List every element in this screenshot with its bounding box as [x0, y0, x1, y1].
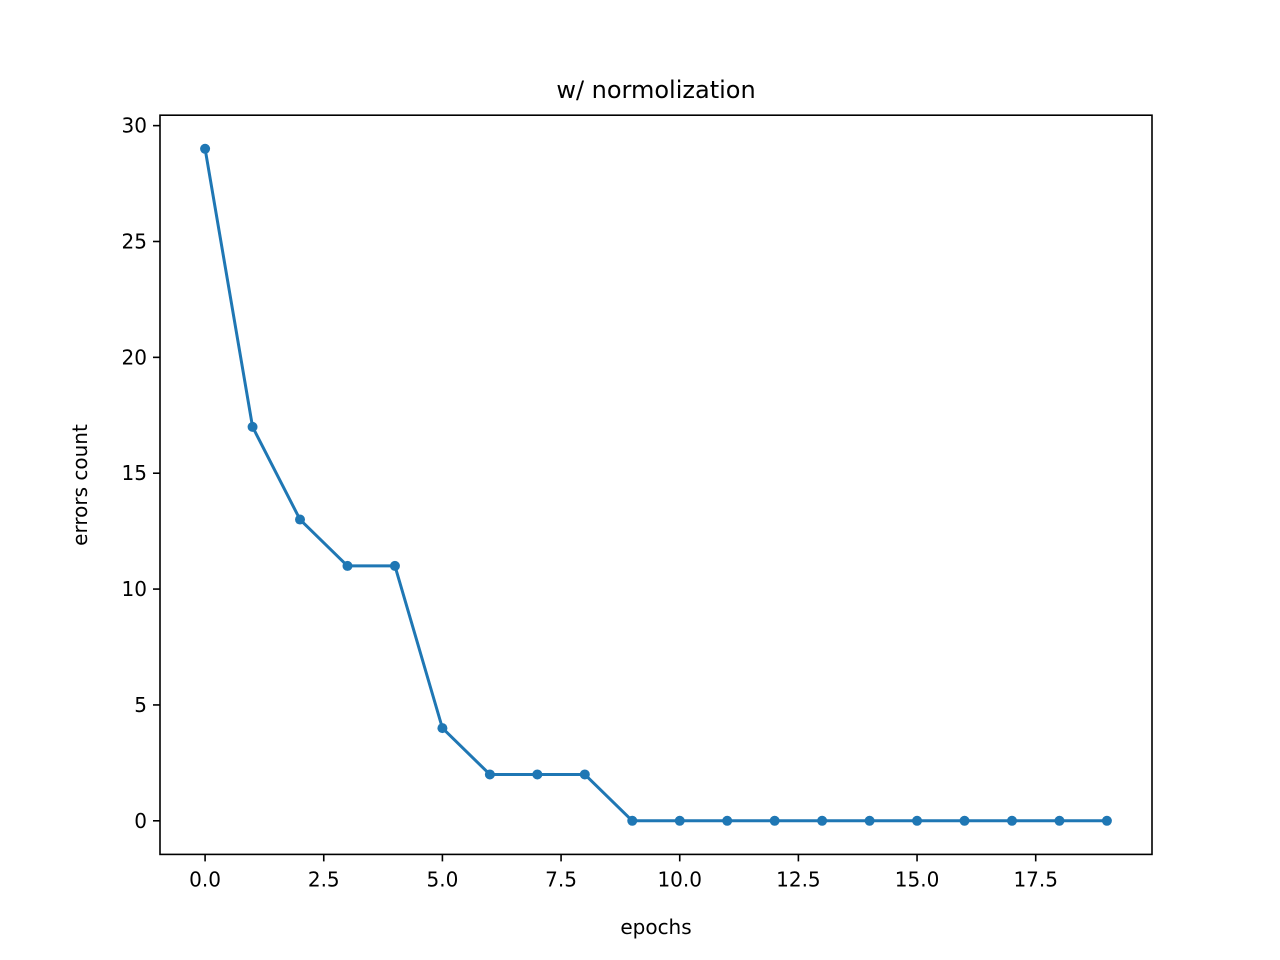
- x-tick-label: 7.5: [545, 867, 577, 891]
- data-point: [579, 769, 590, 780]
- data-point: [342, 560, 353, 571]
- data-point: [769, 815, 780, 826]
- x-tick-label: 2.5: [308, 867, 340, 891]
- x-axis-label: epochs: [620, 915, 691, 939]
- x-tick-label: 15.0: [895, 867, 940, 891]
- chart-title: w/ normolization: [556, 76, 755, 104]
- data-point: [200, 143, 211, 154]
- x-tick-label: 0.0: [189, 867, 221, 891]
- series-layer: [200, 143, 1112, 826]
- y-tick-label: 25: [122, 229, 147, 253]
- data-point: [817, 815, 828, 826]
- data-point: [532, 769, 543, 780]
- data-point: [959, 815, 970, 826]
- y-tick-label: 5: [134, 693, 147, 717]
- data-point: [389, 560, 400, 571]
- plot-frame: [159, 114, 1153, 856]
- data-point: [674, 815, 685, 826]
- x-axis-ticks: 0.0 2.5 5.0 7.5 10.0 12.5 15.0 17.5: [189, 854, 1058, 891]
- y-axis-label: errors count: [68, 424, 92, 546]
- data-point: [912, 815, 923, 826]
- x-tick-label: 5.0: [427, 867, 459, 891]
- y-tick-label: 20: [122, 345, 147, 369]
- y-axis-ticks: 0 5 10 15 20 25 30: [122, 114, 160, 833]
- data-point: [247, 421, 258, 432]
- y-tick-label: 0: [134, 809, 147, 833]
- data-point: [722, 815, 733, 826]
- y-tick-label: 30: [122, 114, 147, 138]
- data-point: [1006, 815, 1017, 826]
- y-tick-label: 15: [122, 461, 147, 485]
- data-point: [1054, 815, 1065, 826]
- data-point: [295, 514, 306, 525]
- data-point: [1101, 815, 1112, 826]
- data-point: [484, 769, 495, 780]
- y-tick-label: 10: [122, 577, 147, 601]
- data-point: [864, 815, 875, 826]
- x-tick-label: 10.0: [657, 867, 702, 891]
- data-point: [627, 815, 638, 826]
- series-line: [203, 148, 1107, 823]
- x-tick-label: 12.5: [776, 867, 821, 891]
- data-point: [437, 723, 448, 734]
- x-tick-label: 17.5: [1013, 867, 1058, 891]
